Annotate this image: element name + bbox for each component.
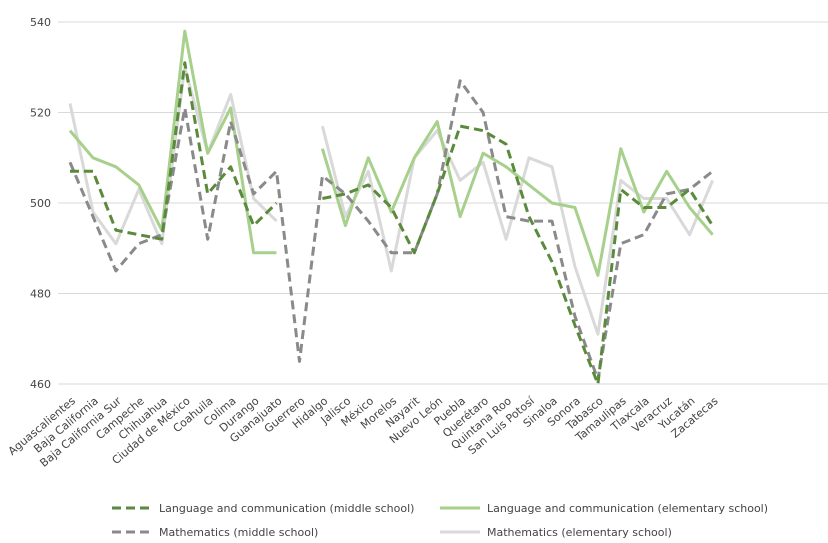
y-tick-label: 480 bbox=[30, 288, 51, 301]
series-line bbox=[320, 125, 714, 336]
y-tick-label: 540 bbox=[30, 16, 51, 29]
y-tick-label: 460 bbox=[30, 378, 51, 391]
legend: Language and communication (middle schoo… bbox=[112, 502, 768, 539]
legend-label: Mathematics (elementary school) bbox=[487, 526, 672, 539]
legend-label: Mathematics (middle school) bbox=[159, 526, 318, 539]
series-line bbox=[68, 29, 277, 255]
legend-label: Language and communication (elementary s… bbox=[487, 502, 768, 515]
legend-label: Language and communication (middle schoo… bbox=[159, 502, 414, 515]
series-line bbox=[68, 79, 714, 381]
series-lines bbox=[68, 29, 714, 386]
series-line bbox=[70, 61, 278, 241]
series-line bbox=[322, 124, 714, 386]
y-axis-ticks: 460 480 500 520 540 bbox=[30, 16, 51, 391]
gridlines bbox=[58, 21, 828, 385]
y-tick-label: 520 bbox=[30, 107, 51, 120]
y-tick-label: 500 bbox=[30, 197, 51, 210]
